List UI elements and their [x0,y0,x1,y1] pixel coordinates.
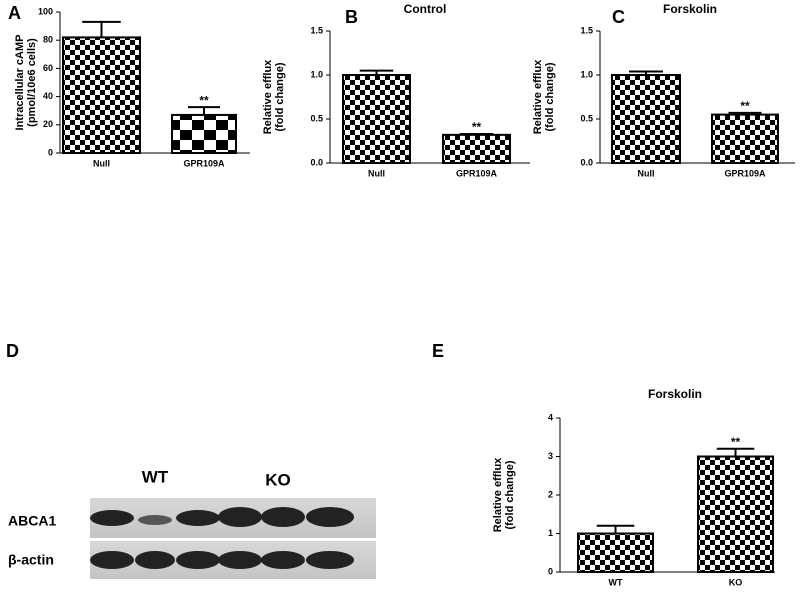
y-axis-label: (pmol/10e6 cells) [26,38,38,127]
panel-label: B [345,7,358,27]
y-axis-label: (fold change) [544,62,556,131]
chart-title: Forskolin [663,2,717,16]
x-tick-label: Null [638,168,655,178]
panel-label: D [6,341,19,361]
x-tick-label: Null [368,168,385,178]
y-tick-label: 0 [548,566,553,576]
row-label: ABCA1 [8,513,56,529]
y-tick-label: 20 [43,119,53,129]
bands [90,507,354,569]
row-label: β-actin [8,552,54,568]
y-tick-label: 3 [548,451,553,461]
chart-title: Control [404,2,447,16]
bar [611,74,681,164]
bar [342,74,411,164]
bar [711,113,779,164]
annotation: ** [199,93,209,107]
panel-label: C [612,7,625,27]
y-axis-label: (fold change) [504,460,516,529]
y-tick-label: 1.0 [310,69,323,79]
bar [171,113,237,154]
y-tick-label: 1.5 [580,25,593,35]
chart-title: Forskolin [648,387,702,401]
y-tick-label: 1.0 [580,69,593,79]
y-tick-label: 1 [548,528,553,538]
y-axis-label: Intracellular cAMP [14,35,26,131]
y-tick-label: 0.5 [580,113,593,123]
bar [442,133,511,164]
annotation: ** [731,435,741,449]
x-tick-label: GPR109A [183,158,225,168]
x-tick-label: KO [729,577,743,587]
group-label: WT [142,467,169,486]
y-tick-label: 0.0 [580,157,593,167]
group-label: KO [265,470,291,489]
x-tick-label: GPR109A [456,168,498,178]
y-tick-label: 0 [48,147,53,157]
y-axis-label: (fold change) [274,62,286,131]
bar [62,36,141,155]
annotation: ** [472,120,482,134]
y-tick-label: 0.0 [310,157,323,167]
x-tick-label: Null [93,158,110,168]
bar [577,532,654,573]
bar [697,455,774,573]
y-tick-label: 80 [43,35,53,45]
y-tick-label: 4 [548,412,553,422]
panel-label: A [8,3,21,23]
y-tick-label: 100 [38,6,53,16]
y-tick-label: 0.5 [310,113,323,123]
y-axis-label: Relative efflux [492,457,504,532]
x-tick-label: WT [609,577,623,587]
y-axis-label: Relative efflux [262,59,274,134]
y-tick-label: 1.5 [310,25,323,35]
blot: D WT KO ABCA1 β-actin [6,341,376,579]
x-tick-label: GPR109A [724,168,766,178]
y-tick-label: 60 [43,63,53,73]
y-tick-label: 40 [43,91,53,101]
y-axis-label: Relative efflux [532,59,544,134]
annotation: ** [740,99,750,113]
y-tick-label: 2 [548,489,553,499]
panel-label: E [432,341,444,361]
